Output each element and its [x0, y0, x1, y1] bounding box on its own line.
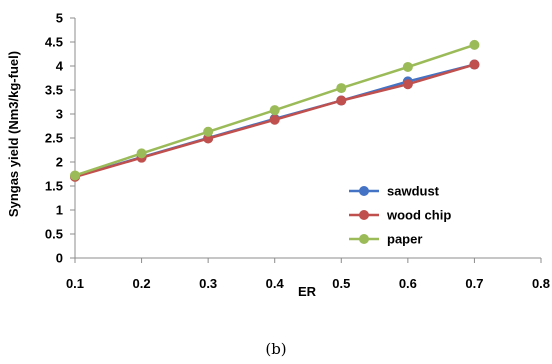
- y-tick-label: 1: [56, 203, 63, 218]
- data-point-paper: [469, 39, 480, 50]
- series-layer: [70, 39, 480, 182]
- figure-caption: (b): [265, 340, 286, 358]
- plot-frame: [74, 18, 541, 259]
- legend-marker: [359, 186, 369, 196]
- y-tick-label: 0.5: [45, 227, 63, 242]
- x-tick-label: 0.7: [465, 276, 483, 291]
- legend-marker: [359, 234, 369, 244]
- x-tick-label: 0.3: [199, 276, 217, 291]
- data-point-wood-chip: [269, 114, 280, 125]
- data-point-paper: [70, 170, 80, 181]
- legend-label: paper: [387, 232, 422, 247]
- legend: sawdust wood chip paper: [349, 184, 451, 247]
- y-tick-label: 2: [56, 155, 63, 170]
- data-point-wood-chip: [402, 79, 413, 90]
- legend-label: sawdust: [387, 184, 440, 199]
- data-point-paper: [203, 126, 214, 137]
- x-tick-label: 0.1: [66, 276, 84, 291]
- y-axis-ticks: 0 0.5 1 1.5 2 2.5 3 3.5 4 4.5 5: [45, 11, 75, 266]
- y-axis-title: Syngas yield (Nm3/kg-fuel): [6, 51, 21, 217]
- data-point-paper: [269, 105, 280, 116]
- series-paper: [70, 39, 480, 181]
- y-tick-label: 1.5: [45, 179, 63, 194]
- legend-item: wood chip: [349, 208, 451, 223]
- x-axis-title: ER: [298, 284, 317, 299]
- legend-item: sawdust: [349, 184, 440, 199]
- legend-item: paper: [349, 232, 422, 247]
- legend-label: wood chip: [386, 208, 451, 223]
- data-point-wood-chip: [469, 59, 480, 70]
- y-tick-label: 3: [56, 107, 63, 122]
- x-tick-label: 0.8: [532, 276, 550, 291]
- data-point-paper: [402, 61, 413, 72]
- x-tick-label: 0.2: [133, 276, 151, 291]
- data-point-paper: [336, 83, 347, 94]
- y-tick-label: 5: [56, 11, 63, 26]
- data-point-paper: [136, 148, 147, 159]
- y-tick-label: 3.5: [45, 83, 63, 98]
- x-axis-ticks: 0.1 0.2 0.3 0.4 0.5 0.6 0.7 0.8: [66, 258, 550, 291]
- y-tick-label: 4.5: [45, 35, 63, 50]
- x-tick-label: 0.4: [266, 276, 285, 291]
- legend-marker: [359, 210, 369, 220]
- y-tick-label: 4: [56, 59, 64, 74]
- y-tick-label: 0: [56, 251, 63, 266]
- data-point-wood-chip: [336, 95, 347, 106]
- x-tick-label: 0.6: [399, 276, 417, 291]
- y-tick-label: 2.5: [45, 131, 63, 146]
- x-tick-label: 0.5: [332, 276, 350, 291]
